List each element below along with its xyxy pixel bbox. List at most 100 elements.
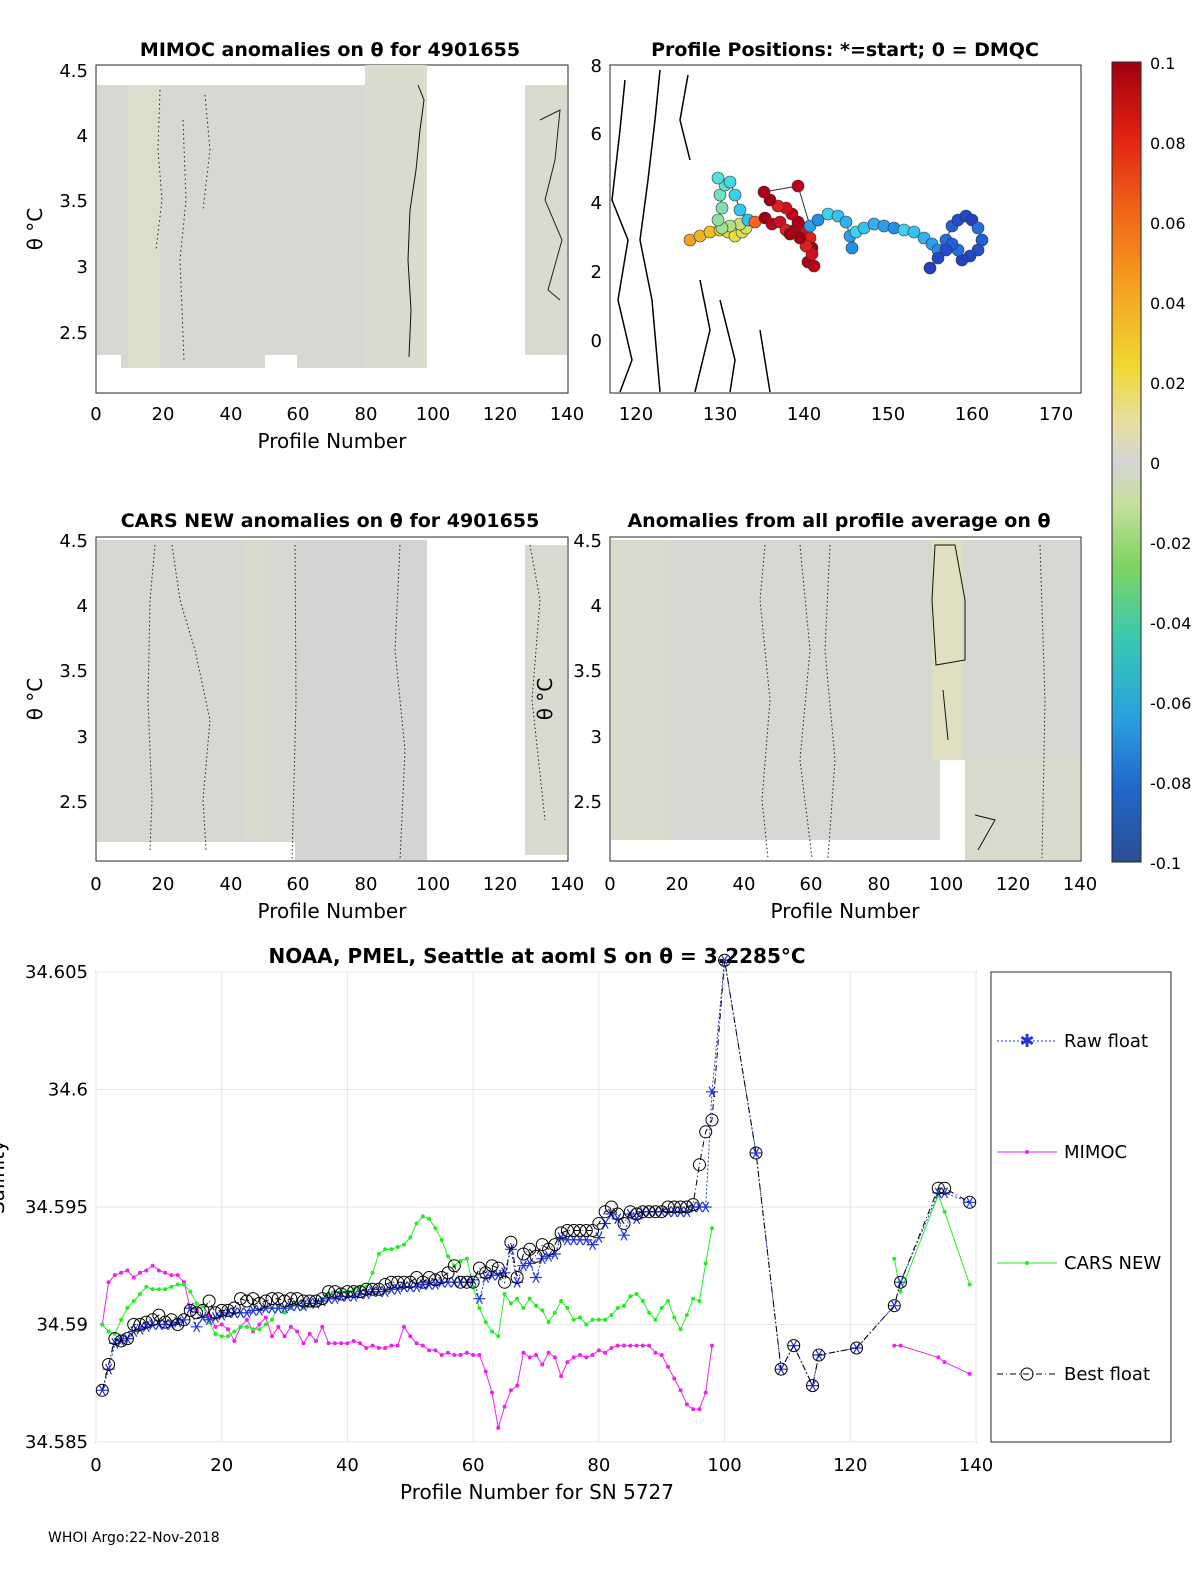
data-point-cars-new (584, 1322, 589, 1327)
mimoc-anomaly-field-right (525, 85, 567, 355)
data-point-cars-new (691, 1296, 696, 1301)
data-point-best-float (309, 1294, 323, 1308)
data-point-mimoc (659, 1353, 664, 1358)
legend-box (990, 971, 1172, 1443)
colorbar-tick: 0.08 (1150, 134, 1186, 153)
data-point-best-float (560, 1224, 574, 1237)
data-point-best-float (611, 1207, 625, 1221)
allavg-ytick: 4 (591, 596, 602, 617)
positions-xtick: 150 (871, 404, 905, 425)
data-point-cars-new (232, 1329, 237, 1334)
mimoc-xtick: 100 (416, 404, 450, 425)
legend-entry-best: Best float (997, 1364, 1150, 1385)
colorbar-tick: -0.08 (1150, 774, 1191, 793)
data-point-best-float (579, 1224, 593, 1237)
data-point-cars-new (590, 1317, 595, 1322)
data-point-cars-new (565, 1306, 570, 1311)
salinity-series (95, 953, 977, 1430)
float-position-marker (711, 213, 725, 227)
data-point-mimoc (119, 1270, 124, 1275)
allavg-dotted-contour (759, 544, 1046, 859)
data-point-best-float (749, 1146, 763, 1160)
data-point-cars-new (257, 1327, 262, 1332)
data-point-best-float (347, 1285, 361, 1299)
data-point-mimoc (270, 1334, 274, 1339)
panel-allavg: Anomalies from all profile average on θ … (533, 510, 1097, 923)
data-point-mimoc (936, 1355, 941, 1360)
data-point-best-float (466, 1275, 480, 1289)
float-position-marker (931, 251, 945, 265)
data-point-best-float (139, 1315, 153, 1329)
data-point-cars-new (672, 1315, 677, 1320)
float-position-marker (711, 171, 725, 185)
data-point-cars-new (603, 1317, 608, 1322)
data-point-mimoc (559, 1374, 564, 1379)
colorbar-tick: -0.02 (1150, 534, 1191, 553)
data-point-mimoc (634, 1343, 639, 1348)
data-point-cars-new (967, 1282, 972, 1287)
float-position-marker (791, 179, 805, 193)
data-point-best-float (617, 1216, 631, 1230)
allavg-anomaly-band (932, 540, 962, 760)
cars-xtick: 80 (355, 874, 378, 895)
data-point-mimoc (301, 1341, 306, 1346)
data-point-mimoc (710, 1343, 714, 1348)
allavg-xtick: 0 (604, 874, 615, 895)
data-point-cars-new (420, 1214, 425, 1219)
data-point-cars-new (244, 1324, 249, 1329)
cars-xlabel: Profile Number (258, 899, 408, 923)
data-point-mimoc (257, 1322, 262, 1327)
data-point-best-float (234, 1292, 248, 1306)
data-point-mimoc (364, 1346, 369, 1350)
data-point-mimoc (546, 1350, 551, 1355)
data-point-best-float (498, 1275, 512, 1289)
data-point-mimoc (483, 1369, 488, 1374)
data-point-cars-new (270, 1317, 274, 1322)
mimoc-contour (407, 84, 425, 358)
data-point-cars-new (578, 1315, 582, 1320)
footer-credit: WHOI Argo:22-Nov-2018 (48, 1530, 220, 1546)
float-position-marker (839, 215, 853, 229)
data-point-cars-new (408, 1235, 413, 1240)
data-point-raw-float (115, 1335, 128, 1347)
positions-xtick: 120 (619, 404, 653, 425)
data-point-best-float (422, 1271, 436, 1284)
data-point-raw-float (196, 1311, 209, 1323)
cars-xtick: 20 (152, 874, 175, 895)
data-point-best-float (648, 1205, 662, 1219)
data-point-raw-float (536, 1253, 549, 1265)
data-point-mimoc (156, 1268, 161, 1273)
allavg-xtick: 60 (800, 874, 823, 895)
data-point-cars-new (628, 1294, 633, 1299)
positions-xtick: 140 (787, 404, 821, 425)
data-point-best-float (963, 1195, 977, 1209)
data-point-cars-new (446, 1254, 450, 1259)
positions-xtick: 130 (703, 404, 737, 425)
asterisk-marker-icon: ✱ (1019, 1031, 1034, 1052)
data-point-best-float (447, 1259, 461, 1273)
data-point-best-float (491, 1261, 505, 1275)
data-point-mimoc (596, 1348, 601, 1353)
data-point-best-float (554, 1226, 568, 1240)
data-point-cars-new (483, 1320, 488, 1325)
data-point-mimoc (640, 1343, 645, 1348)
salinity-ylabel: Salinity (0, 1140, 9, 1214)
data-point-cars-new (609, 1313, 614, 1318)
legend-label-raw: Raw float (1064, 1031, 1148, 1052)
dot-marker-icon (1025, 1150, 1029, 1154)
data-point-best-float (378, 1278, 392, 1292)
float-position-marker (757, 185, 771, 199)
data-point-cars-new (615, 1306, 620, 1311)
data-point-mimoc (163, 1270, 168, 1275)
salinity-xtick: 0 (90, 1455, 101, 1476)
series-best-float (95, 953, 977, 1397)
float-position-marker (713, 188, 727, 202)
float-position-marker (715, 201, 729, 215)
data-point-mimoc (282, 1334, 287, 1339)
data-point-cars-new (622, 1303, 626, 1308)
data-point-mimoc (175, 1273, 180, 1278)
data-point-mimoc (565, 1360, 570, 1365)
data-point-mimoc (615, 1343, 620, 1348)
data-point-cars-new (125, 1306, 130, 1311)
data-point-cars-new (634, 1291, 639, 1296)
